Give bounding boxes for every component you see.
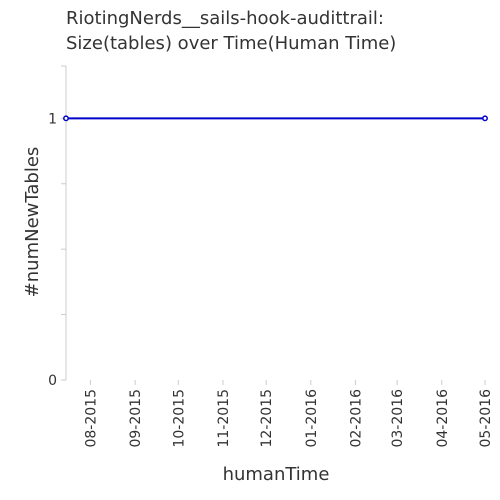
x-axis-title: humanTime [223, 464, 330, 485]
x-tick-label: 12-2015 [259, 389, 275, 448]
x-tick-label: 02-2016 [348, 389, 364, 448]
series-layer [63, 115, 488, 122]
x-tick-label: 09-2015 [128, 389, 144, 448]
y-axis-ticks: 01 [48, 65, 66, 389]
x-tick-label: 10-2015 [171, 389, 187, 448]
chart-title: RiotingNerds__sails-hook-audittrail: Siz… [66, 6, 396, 56]
series-point [482, 115, 488, 122]
series-point [63, 115, 69, 122]
x-tick-label: 05-2016 [478, 389, 494, 448]
x-tick-label: 04-2016 [435, 389, 451, 448]
chart-title-line-2: Size(tables) over Time(Human Time) [66, 33, 397, 54]
x-axis-ticks: 08-2015 09-2015 10-2015 11-2015 12-2015 01-20… [83, 380, 494, 448]
y-axis-title: #numNewTables [22, 147, 43, 298]
y-tick-label: 1 [48, 111, 57, 127]
x-tick-label: 11-2015 [216, 389, 232, 448]
chart-title-line-1: RiotingNerds__sails-hook-audittrail: [66, 8, 384, 29]
y-tick-label: 0 [48, 373, 57, 389]
x-tick-label: 01-2016 [304, 389, 320, 448]
x-tick-label: 03-2016 [390, 389, 406, 448]
x-tick-label: 08-2015 [83, 389, 99, 448]
